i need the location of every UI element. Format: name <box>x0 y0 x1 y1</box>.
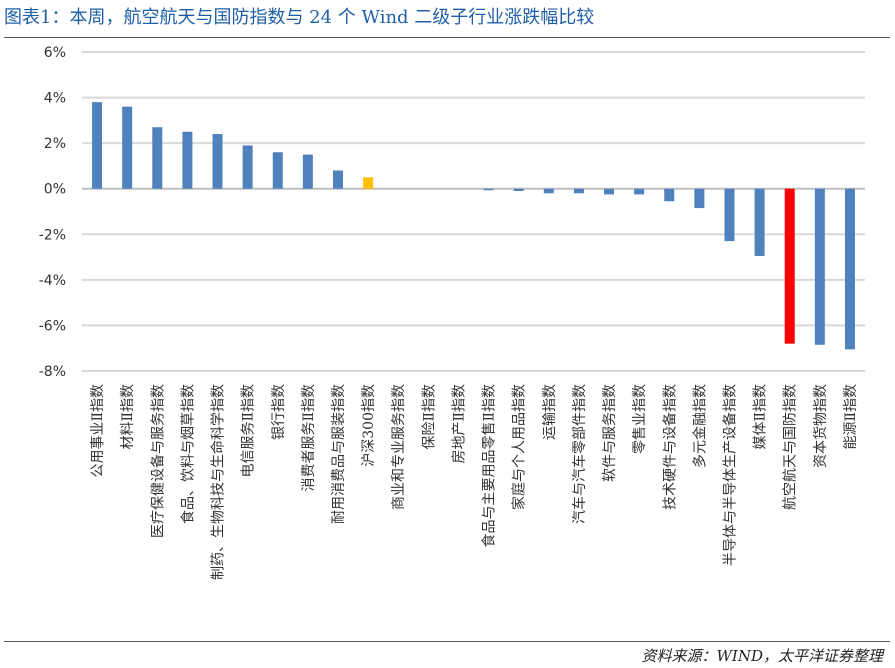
bar <box>724 188 735 242</box>
y-tick-label: -8% <box>39 364 66 380</box>
x-category-label: 食品与主要用品零售Ⅱ指数 <box>481 384 498 548</box>
bar <box>694 188 705 209</box>
bar <box>92 102 103 189</box>
x-category-label: 食品、饮料与烟草指数 <box>179 384 196 524</box>
x-category-label: 技术硬件与设备指数 <box>661 384 678 510</box>
y-tick-label: -4% <box>39 273 66 289</box>
bar <box>212 134 223 189</box>
bar <box>272 152 283 189</box>
bar <box>242 145 253 189</box>
x-category-label: 公用事业Ⅱ指数 <box>90 384 106 478</box>
x-category-label: 家庭与个人用品指数 <box>511 384 528 510</box>
bar <box>814 188 825 345</box>
bar <box>182 131 193 189</box>
x-category-label: 沪深300指数 <box>361 384 377 467</box>
title-divider <box>4 37 890 38</box>
bar-chart: 6% 4% 2% 0% -2% -4% -6% -8% 公用事业Ⅱ指数 材料Ⅱ指数 医疗保健设备与… <box>39 45 865 580</box>
bar <box>122 106 133 189</box>
bars <box>92 102 855 350</box>
x-category-label: 能源Ⅱ指数 <box>843 384 859 450</box>
footer-divider <box>4 641 890 642</box>
bar <box>363 177 374 189</box>
bar <box>483 188 494 191</box>
bar <box>152 127 163 189</box>
x-category-label: 资本货物指数 <box>812 384 829 468</box>
bar <box>754 188 765 256</box>
x-category-label: 软件与服务指数 <box>602 384 618 482</box>
bar <box>784 188 795 344</box>
y-tick-label: 2% <box>44 136 66 152</box>
bar <box>573 188 584 194</box>
y-tick-label: 6% <box>44 45 66 61</box>
bar <box>302 154 313 189</box>
bar <box>543 188 554 194</box>
bar <box>664 188 675 202</box>
bar <box>844 188 855 350</box>
x-category-label: 制药、生物科技与生命科学指数 <box>210 384 227 580</box>
bar <box>604 188 615 195</box>
x-category-label: 汽车与汽车零部件指数 <box>571 384 588 524</box>
bar <box>634 188 645 195</box>
x-category-label: 商业和专业服务指数 <box>391 384 407 510</box>
x-category-label: 零售业指数 <box>632 384 648 454</box>
x-category-label: 房地产Ⅱ指数 <box>451 384 467 464</box>
x-category-label: 半导体与半导体生产设备指数 <box>721 384 738 566</box>
x-category-label: 电信服务Ⅱ指数 <box>241 384 257 478</box>
x-category-label: 航空航天与国防指数 <box>783 384 799 510</box>
x-category-label: 保险Ⅱ指数 <box>421 384 437 450</box>
chart-title: 图表1：本周，航空航天与国防指数与 24 个 Wind 二级子行业涨跌幅比较 <box>4 7 595 28</box>
bar <box>513 188 524 191</box>
bar <box>332 170 343 189</box>
y-tick-label: 0% <box>44 182 66 198</box>
x-category-label: 医疗保健设备与服务指数 <box>149 384 166 538</box>
x-category-label: 媒体Ⅱ指数 <box>753 384 769 450</box>
x-axis-labels: 公用事业Ⅱ指数 材料Ⅱ指数 医疗保健设备与服务指数 食品、饮料与烟草指数 制药、生物科技… <box>90 384 859 580</box>
gridlines <box>82 51 865 372</box>
x-category-label: 材料Ⅱ指数 <box>120 384 136 450</box>
source-note: 资料来源：WIND，太平洋证券整理 <box>641 647 884 665</box>
y-axis-ticks: 6% 4% 2% 0% -2% -4% -6% -8% <box>39 45 66 380</box>
y-tick-label: -6% <box>39 318 66 334</box>
x-category-label: 耐用消费品与服装指数 <box>331 384 347 524</box>
y-tick-label: -2% <box>39 227 66 243</box>
y-tick-label: 4% <box>44 91 66 107</box>
x-category-label: 银行指数 <box>271 384 287 440</box>
x-category-label: 运输指数 <box>542 384 558 440</box>
x-category-label: 多元金融指数 <box>691 384 708 468</box>
x-category-label: 消费者服务Ⅱ指数 <box>301 384 317 492</box>
